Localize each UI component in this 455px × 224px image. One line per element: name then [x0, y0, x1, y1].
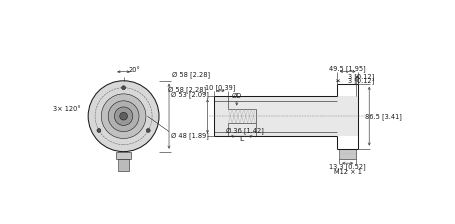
Text: 3× 120°: 3× 120°	[53, 106, 80, 112]
Text: 86.5 [3.41]: 86.5 [3.41]	[364, 113, 401, 120]
Text: 13.3 [0.52]: 13.3 [0.52]	[329, 163, 365, 170]
Circle shape	[108, 101, 139, 132]
Circle shape	[146, 129, 150, 132]
Text: 20°: 20°	[128, 67, 140, 73]
Circle shape	[97, 129, 101, 132]
Text: Ø 36 [1.42]: Ø 36 [1.42]	[226, 127, 263, 134]
Text: 10 [0.39]: 10 [0.39]	[205, 84, 235, 91]
Circle shape	[121, 86, 125, 90]
Circle shape	[88, 81, 159, 152]
Bar	[118, 159, 129, 171]
Bar	[339, 149, 355, 159]
Circle shape	[101, 94, 146, 138]
Bar	[116, 152, 131, 159]
Text: ØD: ØD	[231, 93, 241, 98]
Text: 3 [0.12]: 3 [0.12]	[347, 73, 373, 80]
Text: Ø 58 [2.28]: Ø 58 [2.28]	[167, 86, 206, 93]
Text: 3 [0.12]: 3 [0.12]	[347, 78, 373, 84]
Text: M12 × 1: M12 × 1	[333, 169, 361, 175]
Bar	[213, 96, 358, 136]
Circle shape	[120, 112, 127, 120]
Text: 49.5 [1.95]: 49.5 [1.95]	[329, 65, 365, 72]
Text: L: L	[239, 136, 243, 142]
Text: Ø 53 [2.09]: Ø 53 [2.09]	[171, 92, 208, 99]
Text: Ø 58 [2.28]: Ø 58 [2.28]	[172, 71, 210, 78]
Text: Ø 48 [1.89]: Ø 48 [1.89]	[170, 132, 208, 139]
Circle shape	[114, 107, 132, 125]
